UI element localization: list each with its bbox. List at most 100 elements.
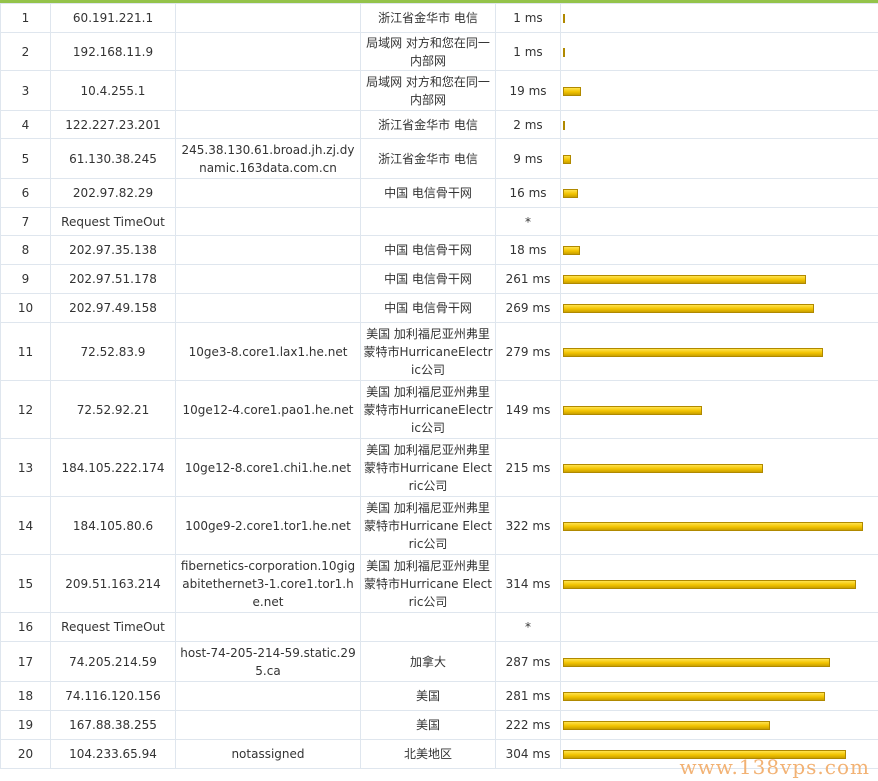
hop-number-cell: 5 <box>0 138 51 179</box>
hop-number-cell: 18 <box>0 681 51 711</box>
table-row: 17 74.205.214.59 host-74-205-214-59.static… <box>0 641 878 682</box>
latency-bar <box>563 120 565 130</box>
hop-number-cell: 16 <box>0 612 51 642</box>
hostname-cell: 245.38.130.61.broad.jh.zj.dynamic.163dat… <box>175 138 361 179</box>
location-cell: 美国 加利福尼亚州弗里蒙特市Hurricane Electric公司 <box>360 438 496 497</box>
latency-bar <box>563 657 830 667</box>
latency-cell: 149 ms <box>495 380 561 439</box>
latency-cell: 287 ms <box>495 641 561 682</box>
ip-address-cell: 202.97.82.29 <box>50 178 176 208</box>
latency-bar <box>563 14 565 23</box>
latency-bar <box>563 154 571 164</box>
latency-cell: 19 ms <box>495 70 561 111</box>
hostname-cell <box>175 207 361 236</box>
site-watermark: www.138vps.com <box>679 755 870 779</box>
hop-number-cell: 13 <box>0 438 51 497</box>
location-cell: 美国 加利福尼亚州弗里蒙特市Hurricane Electric公司 <box>360 554 496 613</box>
traceroute-table: 1 60.191.221.1 浙江省金华市 电信 1 ms 2 192.168.11.9 局… <box>0 3 878 769</box>
location-cell: 浙江省金华市 电信 <box>360 138 496 179</box>
location-cell: 北美地区 <box>360 739 496 769</box>
hostname-cell: 10ge12-4.core1.pao1.he.net <box>175 380 361 439</box>
latency-cell: 9 ms <box>495 138 561 179</box>
location-cell <box>360 612 496 642</box>
ip-address-cell: 184.105.222.174 <box>50 438 176 497</box>
ip-address-cell: 202.97.51.178 <box>50 264 176 294</box>
table-row: 16 Request TimeOut * <box>0 612 878 642</box>
ip-address-cell: 202.97.35.138 <box>50 235 176 265</box>
ip-address-cell: 74.116.120.156 <box>50 681 176 711</box>
latency-cell: 314 ms <box>495 554 561 613</box>
hop-number-cell: 8 <box>0 235 51 265</box>
hostname-cell <box>175 264 361 294</box>
table-row: 1 60.191.221.1 浙江省金华市 电信 1 ms <box>0 3 878 33</box>
hop-number-cell: 7 <box>0 207 51 236</box>
table-row: 3 10.4.255.1 局域网 对方和您在同一内部网 19 ms <box>0 70 878 111</box>
latency-cell: 215 ms <box>495 438 561 497</box>
hop-number-cell: 15 <box>0 554 51 613</box>
table-row: 5 61.130.38.245 245.38.130.61.broad.jh.zj.… <box>0 138 878 179</box>
latency-bar <box>563 304 814 313</box>
latency-bar-cell <box>560 322 878 381</box>
table-row: 8 202.97.35.138 中国 电信骨干网 18 ms <box>0 235 878 265</box>
table-row: 2 192.168.11.9 局域网 对方和您在同一内部网 1 ms <box>0 32 878 71</box>
latency-bar <box>563 189 578 198</box>
table-row: 11 72.52.83.9 10ge3-8.core1.lax1.he.net 美国 … <box>0 322 878 381</box>
ip-address-cell: 202.97.49.158 <box>50 293 176 323</box>
latency-bar <box>563 246 580 255</box>
latency-cell: 16 ms <box>495 178 561 208</box>
ip-address-cell: 184.105.80.6 <box>50 496 176 555</box>
location-cell: 中国 电信骨干网 <box>360 293 496 323</box>
location-cell: 美国 加利福尼亚州弗里蒙特市Hurricane Electric公司 <box>360 496 496 555</box>
ip-address-cell: Request TimeOut <box>50 612 176 642</box>
hostname-cell <box>175 32 361 71</box>
ip-address-cell: 60.191.221.1 <box>50 3 176 33</box>
location-cell: 局域网 对方和您在同一内部网 <box>360 70 496 111</box>
hostname-cell <box>175 178 361 208</box>
hop-number-cell: 6 <box>0 178 51 208</box>
latency-bar <box>563 750 846 759</box>
ip-address-cell: Request TimeOut <box>50 207 176 236</box>
location-cell: 中国 电信骨干网 <box>360 235 496 265</box>
hop-number-cell: 11 <box>0 322 51 381</box>
latency-bar-cell <box>560 110 878 139</box>
latency-cell: 1 ms <box>495 3 561 33</box>
ip-address-cell: 74.205.214.59 <box>50 641 176 682</box>
table-row: 18 74.116.120.156 美国 281 ms <box>0 681 878 711</box>
latency-bar-cell <box>560 3 878 33</box>
latency-bar-cell <box>560 612 878 642</box>
location-cell: 中国 电信骨干网 <box>360 264 496 294</box>
latency-cell: 322 ms <box>495 496 561 555</box>
latency-cell: 261 ms <box>495 264 561 294</box>
latency-bar <box>563 86 581 96</box>
table-row: 15 209.51.163.214 fibernetics-corporation.… <box>0 554 878 613</box>
location-cell: 美国 <box>360 710 496 740</box>
hostname-cell <box>175 110 361 139</box>
latency-cell: 279 ms <box>495 322 561 381</box>
table-row: 14 184.105.80.6 100ge9-2.core1.tor1.he.net… <box>0 496 878 555</box>
latency-cell: * <box>495 612 561 642</box>
hop-number-cell: 1 <box>0 3 51 33</box>
hostname-cell <box>175 235 361 265</box>
hostname-cell: 100ge9-2.core1.tor1.he.net <box>175 496 361 555</box>
hop-number-cell: 17 <box>0 641 51 682</box>
latency-bar-cell <box>560 32 878 71</box>
hop-number-cell: 3 <box>0 70 51 111</box>
hostname-cell <box>175 612 361 642</box>
hop-number-cell: 14 <box>0 496 51 555</box>
hostname-cell <box>175 70 361 111</box>
location-cell: 加拿大 <box>360 641 496 682</box>
latency-cell: 222 ms <box>495 710 561 740</box>
hostname-cell <box>175 710 361 740</box>
latency-bar <box>563 347 823 357</box>
ip-address-cell: 192.168.11.9 <box>50 32 176 71</box>
table-row: 7 Request TimeOut * <box>0 207 878 236</box>
hop-number-cell: 9 <box>0 264 51 294</box>
latency-cell: * <box>495 207 561 236</box>
table-row: 20 104.233.65.94 notassigned 北美地区 304 ms <box>0 739 878 769</box>
latency-bar <box>563 275 806 284</box>
hop-number-cell: 10 <box>0 293 51 323</box>
hop-number-cell: 2 <box>0 32 51 71</box>
table-row: 9 202.97.51.178 中国 电信骨干网 261 ms <box>0 264 878 294</box>
location-cell: 局域网 对方和您在同一内部网 <box>360 32 496 71</box>
latency-bar-cell <box>560 70 878 111</box>
